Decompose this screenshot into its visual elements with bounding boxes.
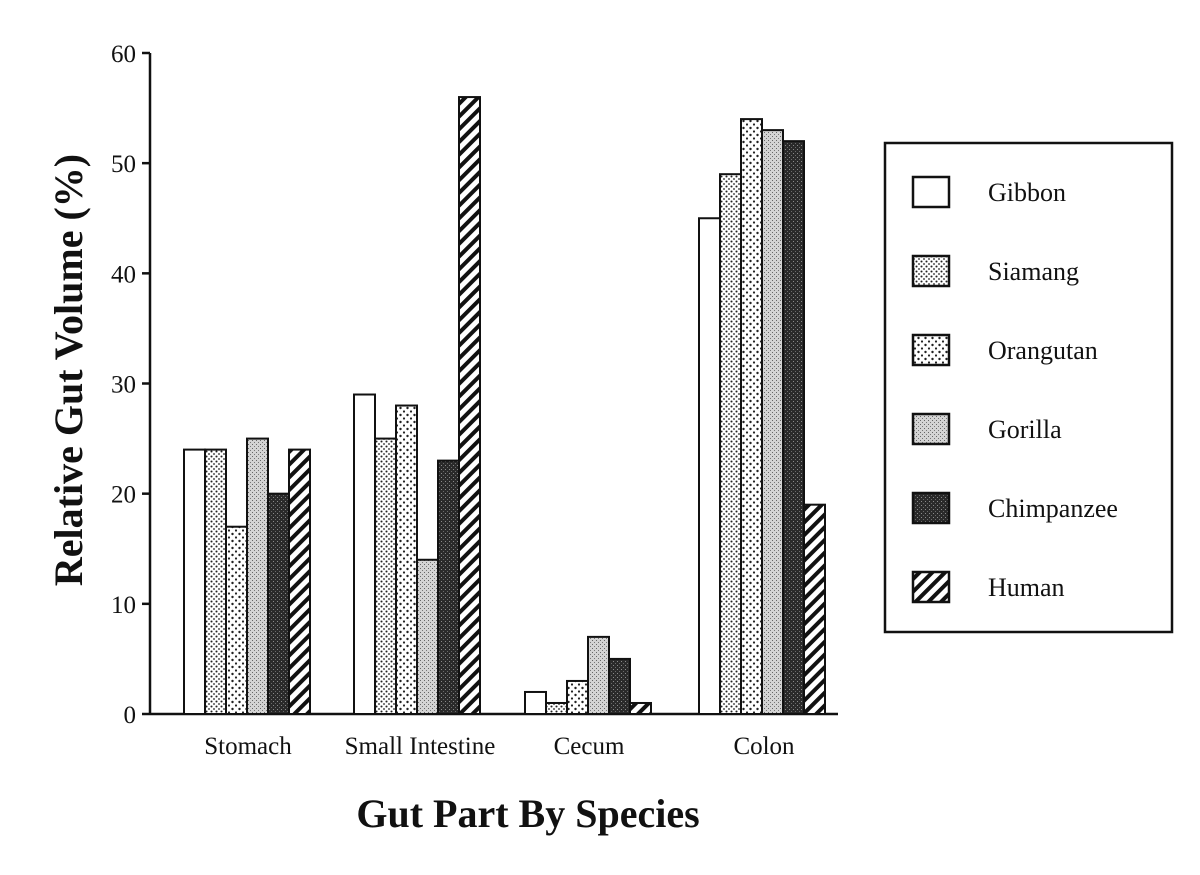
legend-box bbox=[883, 141, 1174, 634]
bar-gorilla-stomach bbox=[246, 437, 269, 715]
bar-gibbon-small-intestine bbox=[353, 393, 376, 715]
y-axis-title: Relative Gut Volume (%) bbox=[46, 154, 91, 586]
y-tick-label: 50 bbox=[111, 151, 136, 178]
bar-orangutan-small-intestine bbox=[395, 404, 418, 715]
bar-gibbon-colon bbox=[698, 217, 721, 715]
category-labels: Stomach Small Intestine Cecum Colon bbox=[204, 733, 795, 760]
bar-orangutan-cecum bbox=[566, 679, 589, 716]
legend-swatch-chimpanzee bbox=[911, 491, 951, 525]
bar-gibbon-stomach bbox=[183, 448, 206, 715]
y-tick-label: 10 bbox=[111, 592, 136, 619]
bar-human-small-intestine bbox=[458, 96, 481, 716]
bar-chimpanzee-stomach bbox=[267, 492, 290, 715]
x-category-label: Small Intestine bbox=[345, 733, 496, 760]
bar-siamang-colon bbox=[719, 173, 742, 715]
bar-gorilla-cecum bbox=[587, 635, 610, 716]
bar-chimpanzee-cecum bbox=[608, 657, 631, 716]
bar-human-cecum bbox=[629, 701, 652, 716]
bar-gorilla-small-intestine bbox=[416, 558, 439, 715]
legend-swatch-orangutan bbox=[911, 333, 951, 367]
bar-orangutan-stomach bbox=[225, 525, 248, 716]
legend-label-gibbon: Gibbon bbox=[988, 178, 1066, 207]
legend-label-chimpanzee: Chimpanzee bbox=[988, 494, 1118, 523]
legend: Gibbon Siamang Orangutan Gorilla Chimpanzee H… bbox=[883, 141, 1174, 634]
x-category-label: Colon bbox=[733, 733, 795, 760]
y-tick-label: 20 bbox=[111, 482, 136, 509]
legend-swatch-gibbon bbox=[911, 175, 951, 209]
legend-swatch-siamang bbox=[911, 254, 951, 288]
bar-gorilla-colon bbox=[761, 129, 784, 716]
y-tick-label: 30 bbox=[111, 372, 136, 399]
y-tick-label: 60 bbox=[111, 41, 136, 68]
bars bbox=[183, 96, 826, 716]
legend-label-gorilla: Gorilla bbox=[988, 415, 1062, 444]
bar-human-colon bbox=[803, 503, 826, 715]
y-tick-label: 0 bbox=[124, 702, 137, 729]
legend-swatch-gorilla bbox=[911, 412, 951, 446]
bar-siamang-small-intestine bbox=[374, 437, 397, 715]
bar-gibbon-cecum bbox=[524, 690, 547, 716]
legend-label-siamang: Siamang bbox=[988, 257, 1079, 286]
bar-chimpanzee-colon bbox=[782, 140, 805, 715]
legend-label-human: Human bbox=[988, 573, 1065, 602]
bar-orangutan-colon bbox=[740, 118, 763, 716]
y-ticks: 0 10 20 30 40 50 60 bbox=[111, 41, 150, 729]
bar-chimpanzee-small-intestine bbox=[437, 459, 460, 715]
legend-label-orangutan: Orangutan bbox=[988, 336, 1098, 365]
x-category-label: Stomach bbox=[204, 733, 292, 760]
x-axis-title: Gut Part By Species bbox=[356, 791, 699, 836]
bar-siamang-cecum bbox=[545, 701, 568, 716]
y-tick-label: 40 bbox=[111, 261, 136, 288]
x-category-label: Cecum bbox=[554, 733, 625, 760]
bar-siamang-stomach bbox=[204, 448, 227, 715]
legend-swatch-human bbox=[911, 570, 951, 604]
bar-human-stomach bbox=[288, 448, 311, 715]
